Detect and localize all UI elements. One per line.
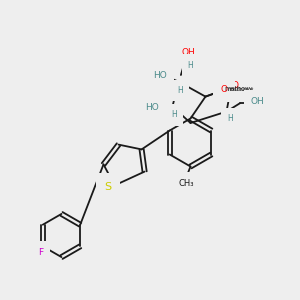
Text: HO: HO bbox=[153, 70, 167, 80]
Text: OH: OH bbox=[182, 48, 196, 57]
Text: H: H bbox=[188, 61, 194, 70]
Text: CH₃: CH₃ bbox=[178, 179, 194, 188]
Text: methoxy: methoxy bbox=[228, 87, 254, 92]
Text: H: H bbox=[227, 114, 233, 123]
Text: H: H bbox=[177, 86, 183, 95]
Text: O: O bbox=[220, 85, 228, 94]
Text: S: S bbox=[104, 182, 112, 192]
Text: HO: HO bbox=[145, 103, 158, 112]
Text: OH: OH bbox=[251, 97, 265, 106]
Text: O: O bbox=[231, 81, 238, 90]
Text: F: F bbox=[38, 248, 43, 257]
Text: H: H bbox=[171, 110, 177, 119]
Text: methoxy: methoxy bbox=[224, 86, 253, 92]
